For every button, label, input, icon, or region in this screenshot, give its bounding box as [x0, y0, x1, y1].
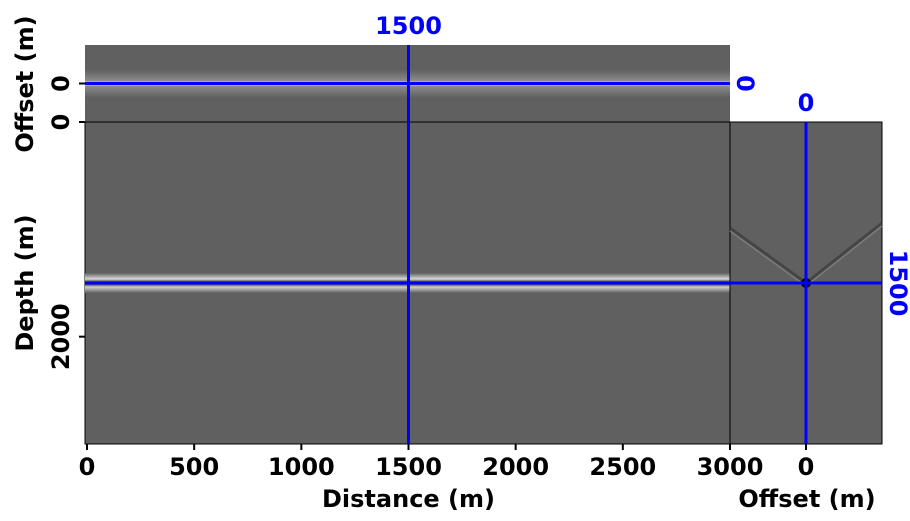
x-tick-label: 0 [79, 453, 96, 481]
chart: 1500 0 0 1500 0 500 1000 1500 2000 2500 3000 0 2000 0… [0, 0, 910, 516]
offset-axis-title: Offset (m) [738, 485, 875, 513]
crosshair-label: 0 [798, 89, 815, 117]
crosshair-label: 1500 [884, 250, 910, 317]
depth-axis-title: Depth (m) [11, 214, 39, 351]
offset-axis-title: Offset (m) [11, 15, 39, 152]
offset-tick-label: 0 [47, 75, 75, 92]
x-tick-label: 1500 [375, 453, 442, 481]
panels [85, 45, 882, 444]
x-tick-label: 3000 [697, 453, 764, 481]
offset-tick-label: 0 [798, 453, 815, 481]
x-tick-label: 2000 [482, 453, 549, 481]
x-axis-title: Distance (m) [322, 485, 495, 513]
x-tick-label: 500 [169, 453, 219, 481]
crosshair-label: 0 [731, 75, 759, 92]
y-tick-label: 2000 [47, 303, 75, 370]
x-tick-label: 1000 [268, 453, 335, 481]
crosshair-label: 1500 [375, 12, 442, 40]
y-tick-label: 0 [47, 114, 75, 131]
x-tick-label: 2500 [589, 453, 656, 481]
